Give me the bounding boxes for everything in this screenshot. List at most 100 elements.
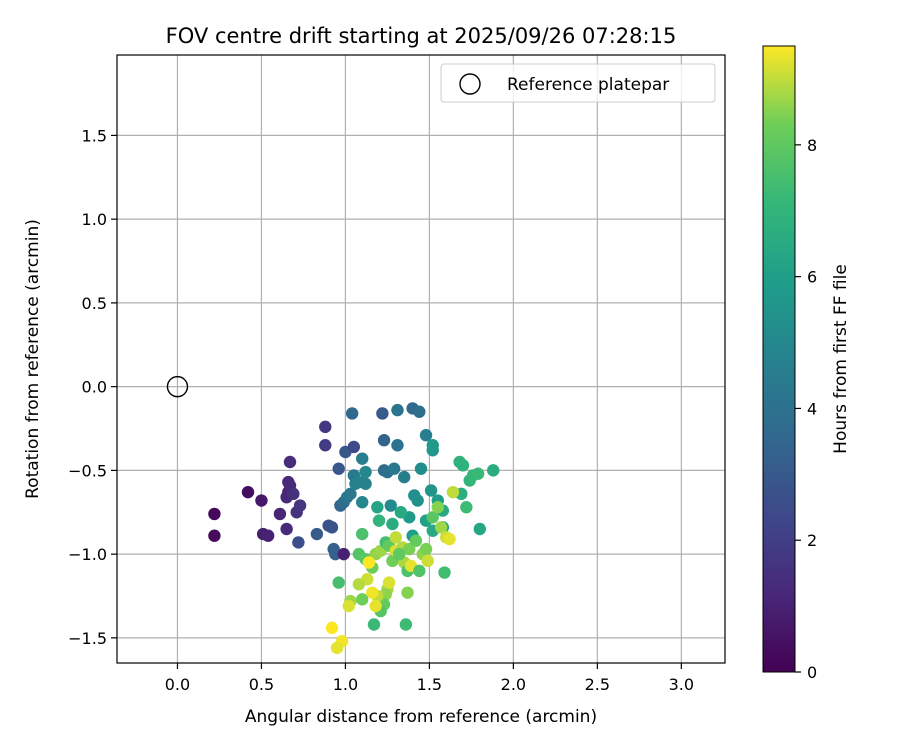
x-tick-label: 1.0 xyxy=(333,675,358,694)
data-point xyxy=(371,501,384,514)
data-point xyxy=(438,566,451,579)
data-point xyxy=(386,517,399,531)
colorbar-tick-label: 8 xyxy=(807,136,817,155)
x-tick-label: 0.0 xyxy=(165,675,190,694)
y-tick-label: 1.5 xyxy=(82,126,107,145)
data-point xyxy=(325,621,339,635)
data-point xyxy=(411,494,424,507)
data-point xyxy=(261,529,275,542)
colorbar-gradient xyxy=(762,45,796,673)
data-point xyxy=(377,434,391,447)
data-point xyxy=(431,501,444,514)
y-tick-label: 0.5 xyxy=(82,294,107,313)
reference-platepar-marker xyxy=(166,375,189,398)
colorbar-ticks: 0 2 4 6 8 xyxy=(795,136,817,682)
data-point xyxy=(283,455,297,469)
data-point xyxy=(208,507,221,521)
data-point xyxy=(382,576,396,589)
data-point xyxy=(345,407,359,420)
data-point xyxy=(372,514,386,527)
data-point xyxy=(434,521,448,534)
colorbar-tick-label: 4 xyxy=(807,399,817,418)
data-point xyxy=(356,527,369,541)
x-tick-label: 2.5 xyxy=(585,675,610,694)
data-point xyxy=(255,494,268,507)
chart-title: FOV centre drift starting at 2025/09/26 … xyxy=(166,24,677,48)
x-tick-label: 3.0 xyxy=(669,675,694,694)
data-point xyxy=(208,529,221,542)
data-point xyxy=(369,599,382,613)
data-point xyxy=(399,618,413,631)
data-point xyxy=(356,496,369,509)
data-point xyxy=(273,507,287,521)
data-point xyxy=(366,586,379,599)
data-point xyxy=(332,462,345,475)
reference-marker-group xyxy=(166,375,189,398)
plot-frame xyxy=(116,54,726,664)
data-point xyxy=(401,586,414,599)
data-points xyxy=(208,402,500,655)
data-point xyxy=(460,501,473,514)
data-point xyxy=(293,499,307,512)
data-point xyxy=(456,459,470,472)
data-point xyxy=(352,578,366,591)
x-tick-label: 1.5 xyxy=(417,675,442,694)
data-point xyxy=(362,556,376,569)
data-point xyxy=(319,420,332,434)
data-point xyxy=(292,536,305,549)
data-point xyxy=(403,542,416,556)
data-point xyxy=(487,464,500,477)
data-point xyxy=(471,467,485,480)
y-axis-ticks: 1.5 1.0 0.5 0.0 −0.5 −1.0 −1.5 xyxy=(68,126,117,648)
y-tick-label: −1.0 xyxy=(68,545,107,564)
data-point xyxy=(347,440,361,454)
colorbar-tick-label: 0 xyxy=(807,663,817,682)
y-tick-label: −1.5 xyxy=(68,629,107,648)
colorbar-tick-label: 6 xyxy=(807,268,817,287)
data-point xyxy=(359,465,372,479)
legend-box xyxy=(440,63,716,103)
data-point xyxy=(419,429,433,442)
x-tick-label: 2.0 xyxy=(501,675,526,694)
colorbar-tick-label: 2 xyxy=(807,531,817,550)
colorbar-label: Hours from first FF file xyxy=(831,264,851,454)
data-point xyxy=(443,532,456,546)
x-axis-ticks: 0.0 0.5 1.0 1.5 2.0 2.5 3.0 xyxy=(165,663,694,694)
data-point xyxy=(446,485,460,499)
data-point xyxy=(426,439,439,452)
data-point xyxy=(356,452,369,465)
data-point xyxy=(356,593,369,606)
data-point xyxy=(337,547,350,561)
data-point xyxy=(332,576,345,589)
data-point xyxy=(280,522,293,536)
x-axis-label: Angular distance from reference (arcmin) xyxy=(245,707,597,727)
data-point xyxy=(330,641,344,655)
data-point xyxy=(419,542,433,556)
legend-label: Reference platepar xyxy=(507,75,669,95)
data-point xyxy=(398,470,411,484)
data-point xyxy=(387,462,401,475)
data-point xyxy=(359,477,372,490)
data-point xyxy=(392,547,406,561)
data-point xyxy=(413,564,426,578)
data-point xyxy=(344,487,357,501)
data-point xyxy=(287,487,300,501)
data-point xyxy=(325,521,339,534)
data-point xyxy=(319,439,332,452)
data-point xyxy=(414,462,428,475)
data-point xyxy=(376,407,389,420)
data-point xyxy=(413,405,426,418)
data-point xyxy=(389,531,403,544)
data-point xyxy=(394,506,408,519)
x-tick-label: 0.5 xyxy=(249,675,274,694)
data-point xyxy=(426,511,439,524)
y-axis-label: Rotation from reference (arcmin) xyxy=(23,219,43,499)
y-tick-label: −0.5 xyxy=(68,461,107,480)
y-tick-label: 0.0 xyxy=(82,378,107,397)
y-tick-label: 1.0 xyxy=(82,210,107,229)
data-point xyxy=(409,534,423,547)
data-point xyxy=(421,554,434,568)
data-point xyxy=(473,522,486,536)
data-point xyxy=(367,618,381,631)
